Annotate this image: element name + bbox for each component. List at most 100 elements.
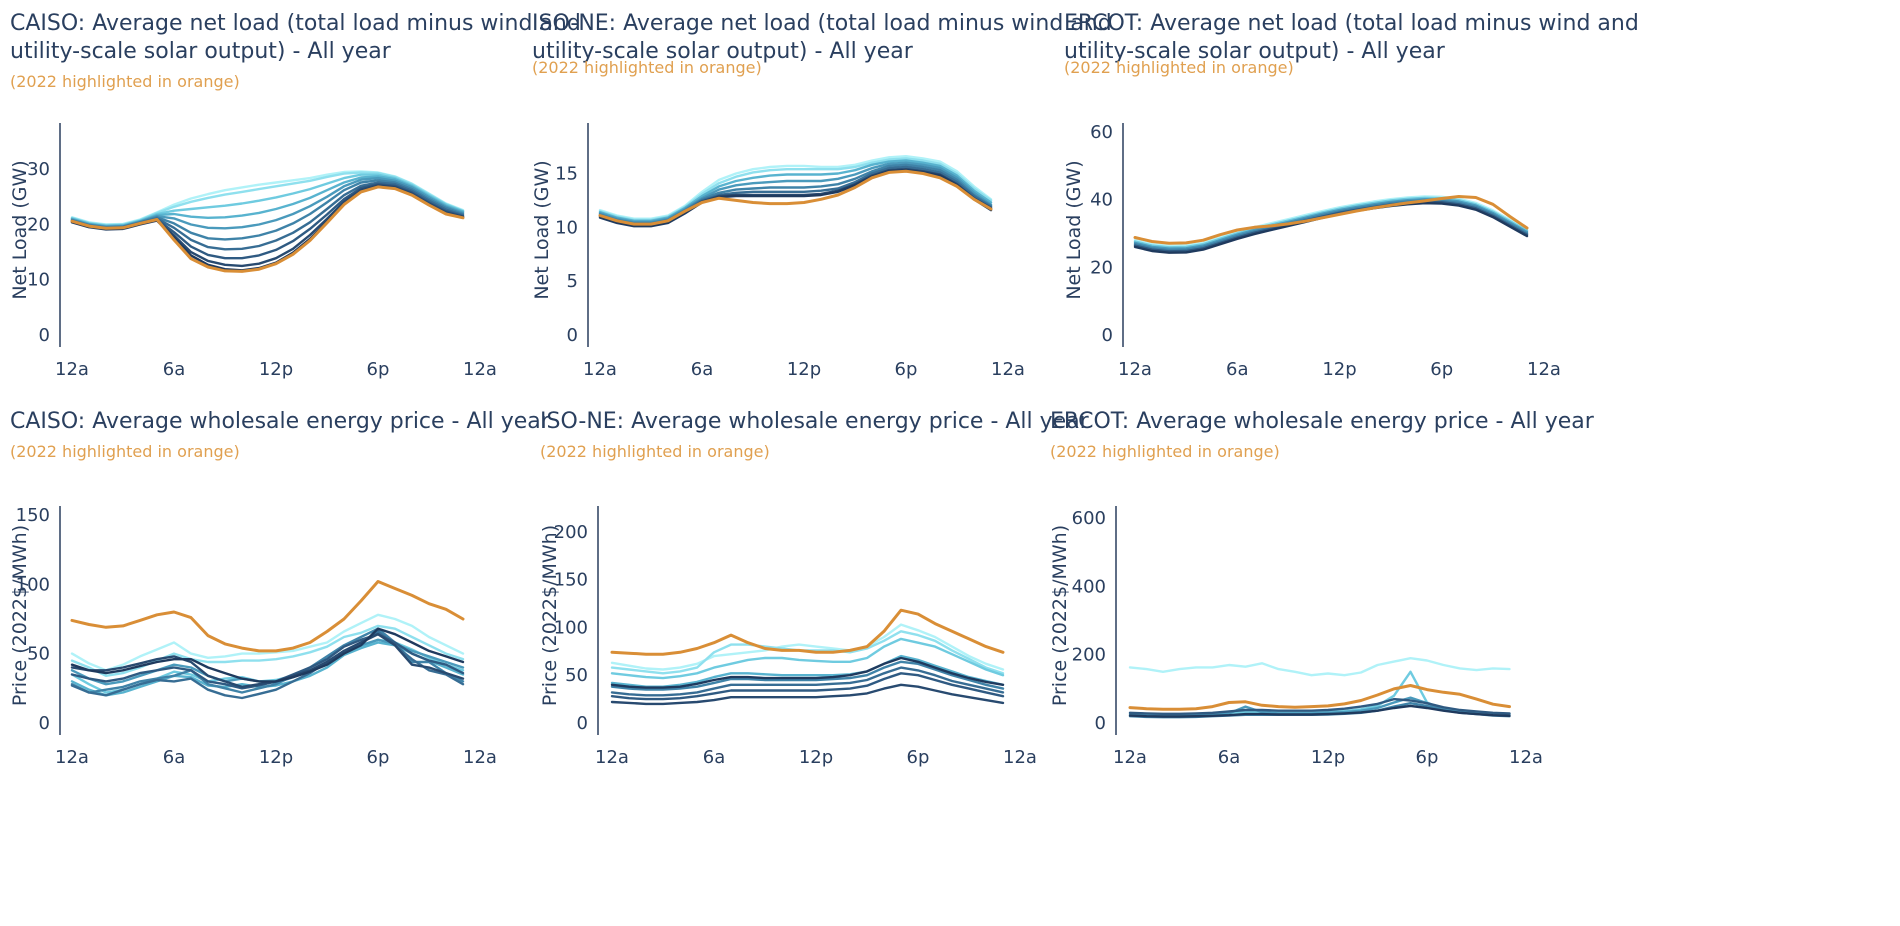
chart-title: ERCOT: Average net load (total load minu…: [1064, 11, 1639, 64]
x-tick-label: 12a: [55, 359, 89, 380]
y-axis-label: Net Load (GW): [9, 160, 31, 299]
x-tick-label: 12a: [463, 747, 497, 768]
chart-panel-ercot-price: ERCOT: Average wholesale energy price - …: [1049, 408, 1670, 868]
x-tick-label: 12a: [1118, 359, 1152, 380]
chart-title: ERCOT: Average wholesale energy price - …: [1050, 409, 1594, 434]
x-tick-label: 12a: [1003, 747, 1037, 768]
x-tick-label: 12p: [787, 359, 821, 380]
x-tick-label: 12a: [991, 359, 1025, 380]
y-tick-label: 150: [554, 570, 588, 591]
y-tick-label: 10: [27, 270, 50, 291]
series-line-2022: [70, 580, 465, 653]
y-tick-label: 0: [39, 713, 50, 734]
x-tick-label: 6p: [895, 359, 918, 380]
series-line-2022: [1128, 684, 1511, 711]
series-line: [1133, 199, 1529, 252]
chart-title: ISO-NE: Average wholesale energy price -…: [540, 409, 1089, 434]
y-tick-label: 20: [27, 214, 50, 235]
x-tick-label: 6a: [163, 747, 185, 768]
x-tick-label: 6p: [907, 747, 930, 768]
y-axis-label: Price (2022$/MWh): [539, 525, 561, 706]
series-line: [1133, 195, 1529, 248]
x-tick-label: 12p: [259, 359, 293, 380]
x-tick-label: 12a: [55, 747, 89, 768]
series-line: [610, 666, 1005, 697]
x-tick-label: 12p: [799, 747, 833, 768]
series-line: [1128, 656, 1511, 677]
y-tick-label: 60: [1090, 122, 1113, 143]
chart-title: ISO-NE: Average net load (total load min…: [532, 11, 1112, 64]
y-tick-label: 600: [1072, 508, 1106, 529]
series-line: [610, 683, 1005, 706]
series-line-2022: [70, 185, 465, 273]
y-tick-label: 10: [555, 217, 578, 238]
y-tick-label: 50: [27, 644, 50, 665]
x-tick-label: 6p: [367, 747, 390, 768]
x-tick-label: 12p: [1322, 359, 1356, 380]
chart-panel-isone-netload: ISO-NE: Average net load (total load min…: [531, 10, 1152, 470]
series-line: [70, 613, 465, 672]
x-tick-label: 6p: [1430, 359, 1453, 380]
chart-subtitle: (2022 highlighted in orange): [10, 442, 240, 461]
y-tick-label: 0: [1095, 713, 1106, 734]
series-line: [1133, 197, 1529, 250]
y-tick-label: 200: [554, 522, 588, 543]
y-tick-label: 100: [554, 617, 588, 638]
chart-subtitle: (2022 highlighted in orange): [1064, 58, 1294, 77]
series-line-2022: [1133, 195, 1529, 245]
y-tick-label: 0: [567, 325, 578, 346]
x-tick-label: 12a: [595, 747, 629, 768]
series-line: [610, 623, 1005, 671]
y-axis-label: Net Load (GW): [1063, 160, 1085, 299]
y-axis-label: Price (2022$/MWh): [1049, 525, 1071, 706]
chart-panel-ercot-netload: ERCOT: Average net load (total load minu…: [1063, 10, 1684, 470]
chart-title: CAISO: Average wholesale energy price - …: [10, 409, 550, 434]
chart-subtitle: (2022 highlighted in orange): [10, 72, 240, 91]
x-tick-label: 6p: [367, 359, 390, 380]
y-tick-label: 0: [577, 713, 588, 734]
x-tick-label: 12p: [1311, 747, 1345, 768]
y-tick-label: 400: [1072, 576, 1106, 597]
chart-subtitle: (2022 highlighted in orange): [540, 442, 770, 461]
y-tick-label: 0: [39, 325, 50, 346]
series-line: [610, 656, 1005, 689]
x-tick-label: 6a: [1226, 359, 1248, 380]
chart-panel-isone-price: ISO-NE: Average wholesale energy price -…: [539, 408, 1160, 868]
x-tick-label: 12a: [583, 359, 617, 380]
y-tick-label: 5: [567, 271, 578, 292]
series-line: [70, 624, 465, 677]
series-line: [70, 632, 465, 689]
y-axis-label: Net Load (GW): [531, 160, 553, 299]
y-tick-label: 100: [16, 574, 50, 595]
series-line: [610, 660, 1005, 691]
x-tick-label: 12a: [463, 359, 497, 380]
x-tick-label: 12p: [259, 747, 293, 768]
series-line: [1128, 704, 1511, 718]
chart-subtitle: (2022 highlighted in orange): [532, 58, 762, 77]
y-tick-label: 200: [1072, 645, 1106, 666]
x-tick-label: 6a: [1218, 747, 1240, 768]
x-tick-label: 6a: [163, 359, 185, 380]
series-line: [610, 637, 1005, 680]
x-tick-label: 6p: [1416, 747, 1439, 768]
y-tick-label: 0: [1102, 325, 1113, 346]
y-tick-label: 50: [565, 665, 588, 686]
series-line-2022: [598, 169, 993, 226]
y-tick-label: 150: [16, 505, 50, 526]
chart-panel-caiso-price: CAISO: Average wholesale energy price - …: [9, 408, 630, 868]
x-tick-label: 12a: [1527, 359, 1561, 380]
x-tick-label: 12a: [1113, 747, 1147, 768]
y-axis-label: Price (2022$/MWh): [9, 525, 31, 706]
x-tick-label: 12a: [1509, 747, 1543, 768]
series-line: [610, 672, 1005, 701]
y-tick-label: 40: [1090, 190, 1113, 211]
y-tick-label: 20: [1090, 257, 1113, 278]
chart-title: CAISO: Average net load (total load minu…: [10, 11, 581, 64]
series-line: [1128, 697, 1511, 715]
chart-subtitle: (2022 highlighted in orange): [1050, 442, 1280, 461]
